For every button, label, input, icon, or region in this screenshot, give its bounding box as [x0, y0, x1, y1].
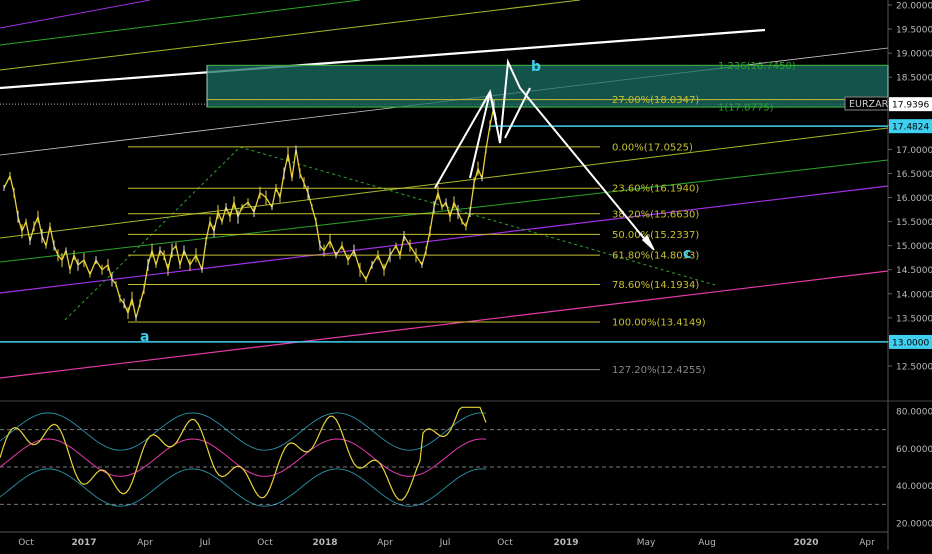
price-tag-label: 17.9396 — [892, 101, 929, 111]
channel-line-7 — [0, 185, 889, 294]
wave-labels: a b c EURZAR — [140, 59, 889, 345]
x-tick-label: Aug — [698, 538, 716, 548]
x-tick-label: 2020 — [793, 538, 818, 548]
x-tick-label: 2017 — [71, 538, 96, 548]
channel-line-5 — [0, 127, 889, 239]
wave-projection — [434, 58, 655, 251]
osc-tick-label: 40.0000 — [896, 482, 932, 492]
projection-path — [434, 58, 653, 249]
y-tick-label: 13.5000 — [896, 314, 932, 324]
price-tag-box — [889, 97, 932, 112]
channel-line-6 — [0, 159, 889, 263]
y-tick-label: 15.5000 — [896, 218, 932, 228]
x-tick-label: 2019 — [553, 538, 578, 548]
y-tick-label: 19.5000 — [896, 26, 932, 36]
x-tick-label: Oct — [257, 538, 273, 548]
x-tick-label: Jul — [439, 538, 451, 548]
channel-line-2 — [0, 0, 581, 71]
y-tick-label: 17.0000 — [896, 146, 932, 156]
channel-line-1 — [0, 0, 361, 46]
fib-levels: 1.236(18.7450) 27.00%(18.0347) 1(17.8775) 0… — [128, 61, 888, 376]
osc-band-upper — [0, 412, 487, 451]
channel-line-10 — [239, 146, 716, 286]
price-tag-box — [889, 334, 932, 349]
axes: 12.5000 13.0000 13.5000 14.0000 14.5000 15.00… — [18, 2, 932, 548]
x-tick-label: Apr — [859, 538, 875, 548]
fib-label-3: 0.00%(17.0525) — [612, 142, 693, 153]
fib-label-9: 100.00%(13.4149) — [612, 317, 706, 328]
price-tag-label: 13.0000 — [892, 338, 929, 348]
wave-label-2: c — [683, 246, 691, 262]
x-tick-label: Jul — [199, 538, 211, 548]
y-tick-label: 19.0000 — [896, 50, 932, 60]
symbol-tag-box — [844, 96, 889, 111]
osc-tick-label: 80.0000 — [896, 408, 932, 418]
y-tick-label: 14.5000 — [896, 266, 932, 276]
fib-label-1: 27.00%(18.0347) — [612, 95, 699, 106]
target-zone — [206, 64, 889, 108]
osc-tick-label: 60.0000 — [896, 445, 932, 455]
y-tick-label: 12.5000 — [896, 363, 932, 373]
y-tick-label: 16.5000 — [896, 170, 932, 180]
x-tick-label: Oct — [18, 538, 34, 548]
channel-line-0 — [0, 0, 151, 29]
x-tick-label: 2018 — [312, 538, 337, 548]
price-series — [3, 100, 495, 321]
osc-main-line — [0, 406, 487, 501]
y-tick-label: 14.0000 — [896, 290, 932, 300]
channel-line-8 — [0, 270, 889, 379]
projection-branch — [469, 91, 497, 179]
fib-label-0: 1.236(18.7450) — [718, 61, 796, 72]
fib-label-6: 50.00%(15.2337) — [612, 230, 699, 241]
x-tick-label: May — [637, 538, 656, 548]
wave-label-1: b — [531, 59, 541, 75]
wave-label-0: a — [140, 329, 149, 345]
fib-label-2: 1(17.8775) — [718, 103, 774, 114]
y-tick-label: 15.0000 — [896, 242, 932, 252]
price-tag-label: 17.4824 — [892, 123, 929, 133]
x-tick-label: Oct — [497, 538, 513, 548]
price-tag-box — [889, 119, 932, 134]
x-tick-label: Apr — [137, 538, 153, 548]
osc-tick-label: 20.0000 — [896, 520, 932, 530]
projection-branch-2 — [504, 87, 531, 139]
fib-label-8: 78.60%(14.1934) — [612, 280, 699, 291]
y-tick-label: 18.5000 — [896, 74, 932, 84]
fib-label-4: 23.60%(16.1940) — [612, 184, 699, 195]
target-zone-box — [206, 64, 889, 108]
y-tick-label: 20.0000 — [896, 2, 932, 12]
fib-label-5: 38.20%(15.6630) — [612, 209, 699, 220]
oscillator-panel — [0, 406, 888, 507]
y-tick-label: 16.0000 — [896, 194, 932, 204]
fib-label-7: 61.80%(14.8033) — [612, 251, 699, 262]
channel-line-4 — [0, 28, 766, 90]
arrow-head-icon — [641, 234, 655, 251]
osc-band-lower — [0, 468, 487, 507]
symbol-tag: EURZAR — [849, 99, 889, 110]
fib-label-10: 127.20%(12.4255) — [612, 365, 706, 376]
channel-line-9 — [64, 146, 241, 321]
x-tick-label: Apr — [377, 538, 393, 548]
